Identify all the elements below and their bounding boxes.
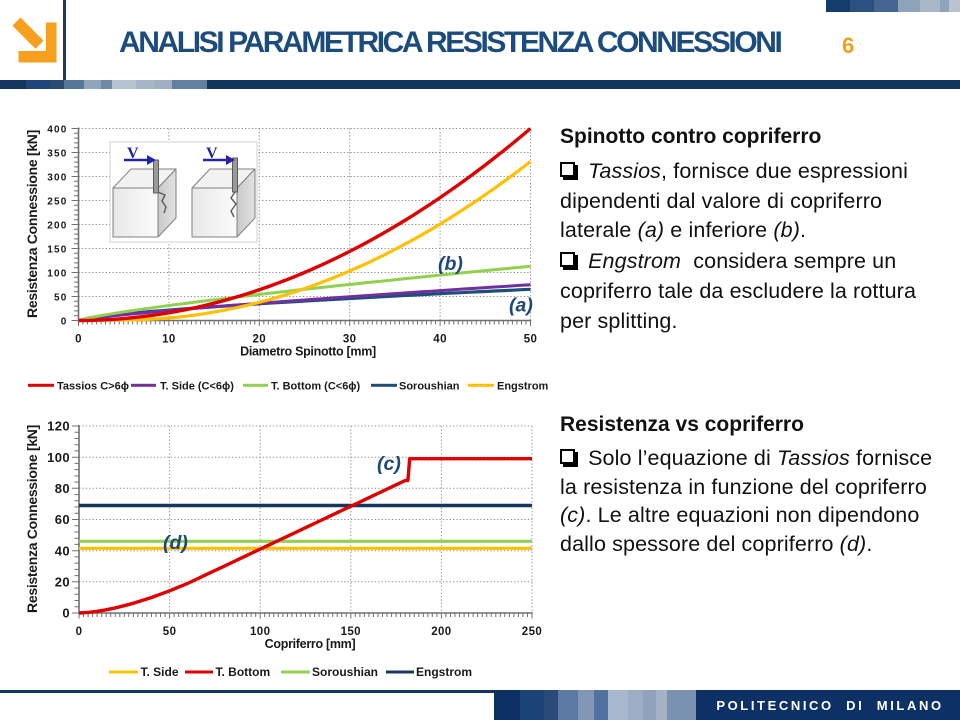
svg-text:50: 50 [163,626,177,638]
svg-text:60: 60 [55,512,70,527]
svg-text:80: 80 [55,481,70,496]
svg-text:400: 400 [47,125,67,136]
svg-text:40: 40 [433,334,447,346]
svg-text:20: 20 [55,574,70,589]
svg-text:(b): (b) [438,253,463,275]
svg-text:V: V [127,145,139,162]
svg-text:10: 10 [162,334,176,346]
svg-text:350: 350 [47,149,67,160]
svg-text:Soroushian: Soroushian [399,380,460,392]
svg-text:50: 50 [54,293,68,304]
svg-text:T. Bottom (C<6ϕ): T. Bottom (C<6ϕ) [271,380,361,392]
svg-text:0: 0 [62,606,70,621]
svg-text:Tassios C>6ϕ: Tassios C>6ϕ [57,380,129,392]
svg-text:250: 250 [522,626,542,638]
svg-text:Soroushian: Soroushian [312,665,378,679]
svg-text:200: 200 [47,221,67,232]
svg-text:Engstrom: Engstrom [416,665,472,679]
svg-text:V: V [206,145,218,162]
svg-text:100: 100 [250,626,270,638]
svg-text:150: 150 [341,626,361,638]
svg-text:0: 0 [61,317,68,328]
svg-text:40: 40 [55,543,70,558]
svg-text:Diametro Spinotto [mm]: Diametro Spinotto [mm] [240,345,376,359]
svg-text:200: 200 [431,626,451,638]
svg-text:30: 30 [343,334,357,346]
svg-text:150: 150 [47,245,67,256]
svg-text:T. Side (C<6ϕ): T. Side (C<6ϕ) [160,380,234,392]
svg-text:T. Side: T. Side [141,665,179,679]
svg-text:0: 0 [75,334,82,346]
svg-text:Copriferro [mm]: Copriferro [mm] [265,637,356,651]
svg-text:(d): (d) [163,532,188,554]
svg-text:T. Bottom: T. Bottom [216,665,271,679]
svg-text:100: 100 [47,450,70,465]
svg-text:50: 50 [524,334,538,346]
svg-text:Resistenza Connessione [kN]: Resistenza Connessione [kN] [24,130,40,318]
svg-text:0: 0 [76,626,83,638]
svg-text:100: 100 [47,269,67,280]
svg-text:(c): (c) [377,453,401,475]
svg-text:120: 120 [47,419,70,434]
svg-text:Engstrom: Engstrom [497,380,549,392]
svg-text:20: 20 [253,334,267,346]
svg-text:250: 250 [47,197,67,208]
svg-text:(a): (a) [509,295,533,317]
svg-text:Resistenza Connessione [kN]: Resistenza Connessione [kN] [24,425,40,613]
svg-text:300: 300 [47,173,67,184]
